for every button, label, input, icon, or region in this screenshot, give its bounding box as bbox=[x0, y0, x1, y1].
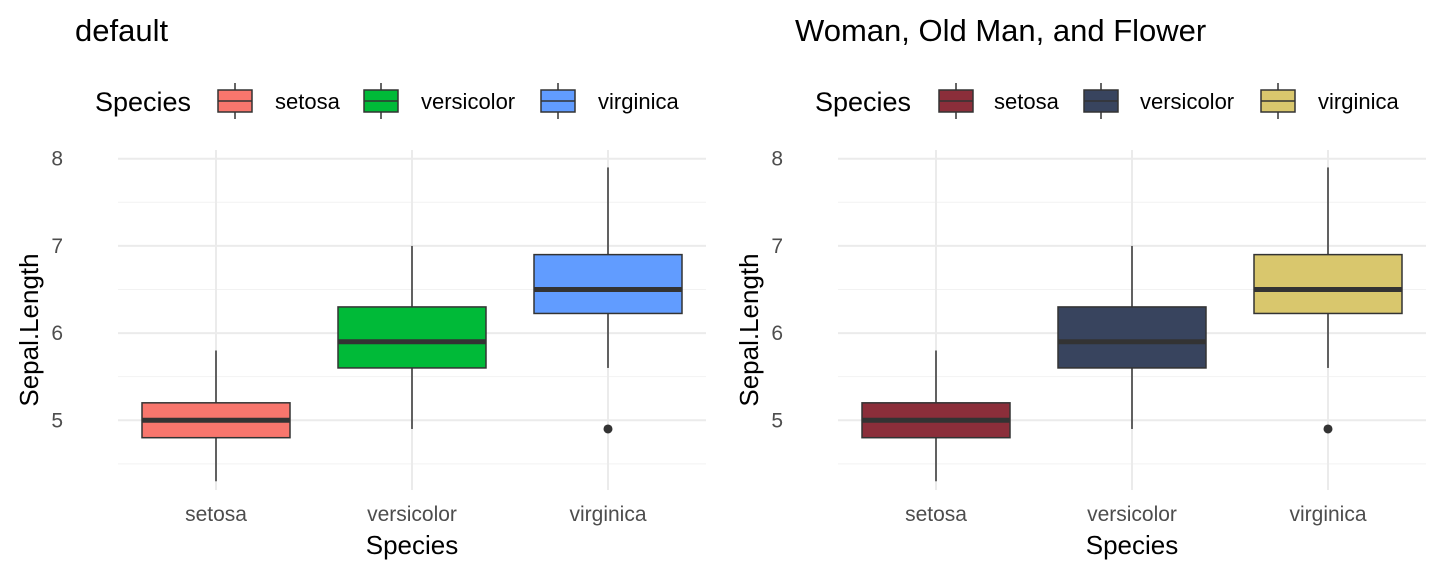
box-setosa bbox=[861, 350, 1011, 482]
y-tick-label: 7 bbox=[51, 235, 63, 258]
chart-title: default bbox=[75, 13, 168, 48]
legend-label-setosa: setosa bbox=[994, 89, 1060, 114]
box-virginica bbox=[533, 167, 683, 434]
x-axis-label: Species bbox=[1086, 530, 1179, 560]
legend-key-setosa bbox=[217, 83, 253, 119]
box-setosa bbox=[141, 350, 291, 482]
legend-label-versicolor: versicolor bbox=[421, 89, 515, 114]
legend-key-setosa bbox=[938, 83, 974, 119]
chart-panel-1: default Species setosa versicolor virginica 5… bbox=[14, 13, 706, 560]
outlier-point bbox=[1323, 424, 1333, 434]
y-tick-label: 5 bbox=[51, 409, 63, 432]
legend-title: Species bbox=[95, 87, 191, 117]
legend-label-versicolor: versicolor bbox=[1140, 89, 1234, 114]
box-versicolor bbox=[1057, 245, 1207, 429]
box-body bbox=[1253, 253, 1403, 315]
y-tick-label: 5 bbox=[771, 409, 783, 432]
outlier-point bbox=[603, 424, 613, 434]
y-tick-label: 6 bbox=[51, 322, 63, 345]
chart-title: Woman, Old Man, and Flower bbox=[795, 13, 1206, 48]
box-body bbox=[337, 306, 487, 369]
y-tick-label: 7 bbox=[771, 235, 783, 258]
legend-key-versicolor bbox=[363, 83, 399, 119]
x-tick-label: setosa bbox=[905, 503, 967, 526]
y-axis-label: Sepal.Length bbox=[734, 253, 764, 406]
x-tick-label: setosa bbox=[185, 503, 247, 526]
legend-key-versicolor bbox=[1083, 83, 1119, 119]
legend-title: Species bbox=[815, 87, 911, 117]
y-axis-label: Sepal.Length bbox=[14, 253, 44, 406]
box-virginica bbox=[1253, 167, 1403, 434]
y-tick-label: 6 bbox=[771, 322, 783, 345]
y-tick-label: 8 bbox=[51, 148, 63, 171]
y-tick-label: 8 bbox=[771, 148, 783, 171]
legend-key-virginica bbox=[1260, 83, 1296, 119]
legend-key-virginica bbox=[540, 83, 576, 119]
box-versicolor bbox=[337, 245, 487, 429]
x-tick-label: versicolor bbox=[1087, 503, 1177, 526]
legend-label-setosa: setosa bbox=[275, 89, 341, 114]
chart-panel-2: Woman, Old Man, and Flower Species setosa v… bbox=[734, 13, 1426, 560]
box-body bbox=[533, 253, 683, 315]
x-axis-label: Species bbox=[366, 530, 459, 560]
legend-label-virginica: virginica bbox=[1318, 89, 1399, 114]
x-tick-label: versicolor bbox=[367, 503, 457, 526]
x-tick-label: virginica bbox=[569, 503, 646, 526]
x-tick-label: virginica bbox=[1289, 503, 1366, 526]
box-body bbox=[1057, 306, 1207, 369]
legend-label-virginica: virginica bbox=[598, 89, 679, 114]
